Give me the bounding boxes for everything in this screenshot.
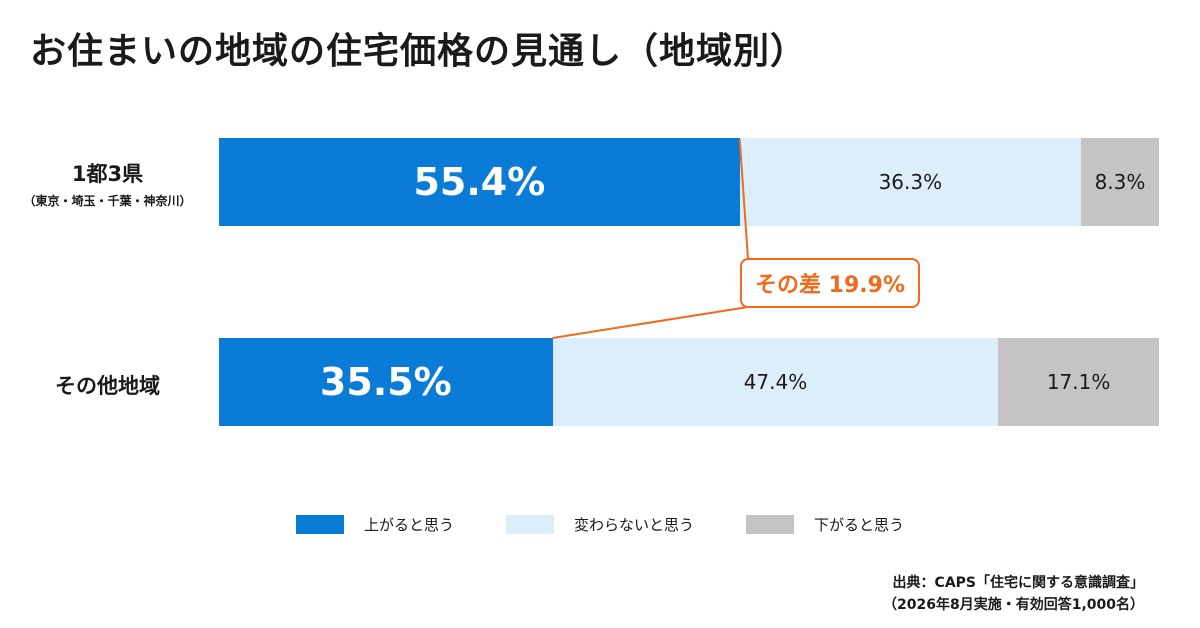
bar-row-2: 35.5% 47.4% 17.1% (219, 338, 1159, 426)
data-label: 55.4% (413, 160, 546, 204)
data-label: 17.1% (1046, 370, 1111, 394)
source-line-1: 出典：CAPS「住宅に関する意識調査」 (892, 575, 1144, 591)
legend-item: 上がると思う (295, 514, 454, 535)
legend: 上がると思う 変わらないと思う 下がると思う (0, 514, 1200, 535)
data-label: 35.5% (319, 360, 452, 404)
segment-same: 47.4% (552, 338, 999, 426)
segment-down: 17.1% (998, 338, 1159, 426)
legend-label: 変わらないと思う (573, 516, 694, 534)
bar-row-1: 55.4% 36.3% 8.3% (219, 138, 1159, 226)
data-label: 8.3% (1094, 170, 1146, 194)
legend-swatch (746, 515, 794, 534)
legend-swatch (295, 515, 344, 534)
source-note: 出典：CAPS「住宅に関する意識調査」 （2026年8月実施・有効回答1,000… (883, 572, 1144, 616)
row-label-main: その他地域 (55, 374, 160, 398)
segment-up: 35.5% (219, 338, 553, 426)
row-label-sub: （東京・埼玉・千葉・神奈川） (23, 194, 192, 208)
row-label-1: 1都3県 （東京・埼玉・千葉・神奈川） (0, 158, 215, 209)
legend-label: 上がると思う (363, 516, 454, 534)
legend-item: 変わらないと思う (505, 514, 694, 535)
segment-up: 55.4% (219, 138, 740, 226)
legend-item: 下がると思う (746, 514, 904, 535)
connector-line-bottom (552, 306, 749, 339)
segment-down: 8.3% (1080, 138, 1159, 226)
row-label-2: その他地域 (0, 370, 215, 400)
source-line-2: （2026年8月実施・有効回答1,000名） (883, 597, 1144, 613)
row-label-main: 1都3県 (71, 162, 144, 186)
segment-same: 36.3% (739, 138, 1081, 226)
difference-callout: その差 19.9% (740, 258, 920, 308)
legend-swatch (505, 515, 554, 534)
chart-title: お住まいの地域の住宅価格の見通し（地域別） (30, 31, 808, 72)
legend-label: 下がると思う (814, 516, 905, 534)
data-label: 36.3% (878, 170, 943, 194)
data-label: 47.4% (743, 370, 808, 394)
